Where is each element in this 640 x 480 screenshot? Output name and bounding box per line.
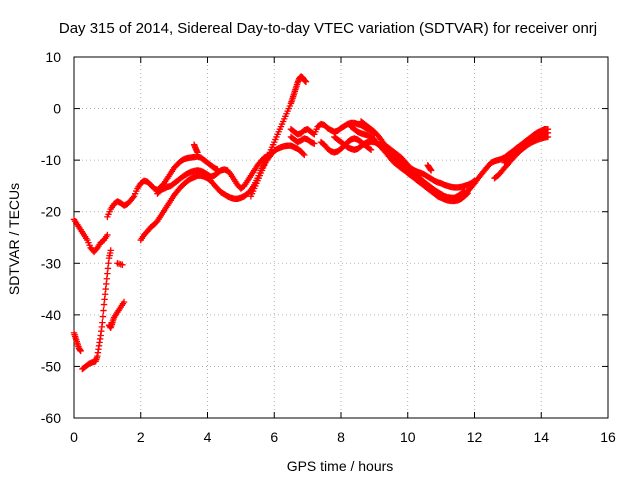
series-track-21	[501, 129, 552, 166]
x-tick-label: 12	[467, 429, 483, 445]
data-point	[99, 319, 106, 326]
data-point	[129, 194, 137, 201]
x-tick-label: 0	[70, 429, 78, 445]
series-track-6	[104, 153, 221, 221]
x-tick-label: 2	[137, 429, 145, 445]
x-tick-label: 16	[600, 429, 616, 445]
data-point	[301, 151, 308, 159]
y-axis-label: SDTVAR / TECUs	[6, 183, 22, 295]
series-track-12	[287, 133, 318, 147]
chart-title: Day 315 of 2014, Sidereal Day-to-day VTE…	[59, 20, 597, 37]
y-tick-label: -20	[41, 204, 61, 220]
axis-ticks: 0 2 4 6 8 10 12 14 16 -60 -50 -40 -30 -20 -10 0 10	[41, 49, 616, 445]
data-point	[194, 149, 201, 156]
series-track-10	[190, 141, 201, 156]
y-tick-label: -40	[41, 307, 61, 323]
x-tick-label: 14	[533, 429, 549, 445]
y-tick-label: -10	[41, 152, 61, 168]
x-tick-label: 8	[337, 429, 345, 445]
x-tick-label: 10	[400, 429, 416, 445]
data-point	[104, 231, 111, 239]
data-point	[366, 145, 374, 153]
x-tick-label: 6	[270, 429, 278, 445]
series-track-1	[70, 329, 84, 355]
y-tick-label: 10	[45, 49, 61, 65]
data-point	[302, 78, 310, 85]
data-point	[99, 313, 107, 320]
y-tick-label: -30	[41, 255, 61, 271]
data-point	[77, 347, 84, 355]
data-point	[427, 167, 435, 174]
x-tick-label: 4	[204, 429, 212, 445]
series-track-18	[424, 162, 435, 174]
data-point	[119, 261, 126, 269]
data-point	[120, 298, 128, 306]
data-point	[100, 307, 107, 314]
y-tick-label: 0	[53, 101, 61, 117]
y-tick-label: -60	[41, 410, 61, 426]
series-track-4	[105, 298, 128, 331]
data-point	[107, 247, 114, 254]
series-track-9	[247, 73, 310, 200]
series-track-2	[70, 216, 111, 256]
series-track-5	[114, 260, 126, 269]
data-point	[311, 140, 318, 147]
series-track-8	[154, 152, 271, 197]
series-track-16	[357, 118, 468, 201]
data-point	[367, 146, 375, 154]
data-points	[70, 73, 552, 373]
data-point	[299, 150, 307, 157]
x-axis-label: GPS time / hours	[287, 458, 394, 474]
data-point	[544, 129, 552, 137]
series-track-3	[79, 247, 114, 373]
grid	[74, 57, 608, 418]
y-tick-label: -50	[41, 358, 61, 374]
